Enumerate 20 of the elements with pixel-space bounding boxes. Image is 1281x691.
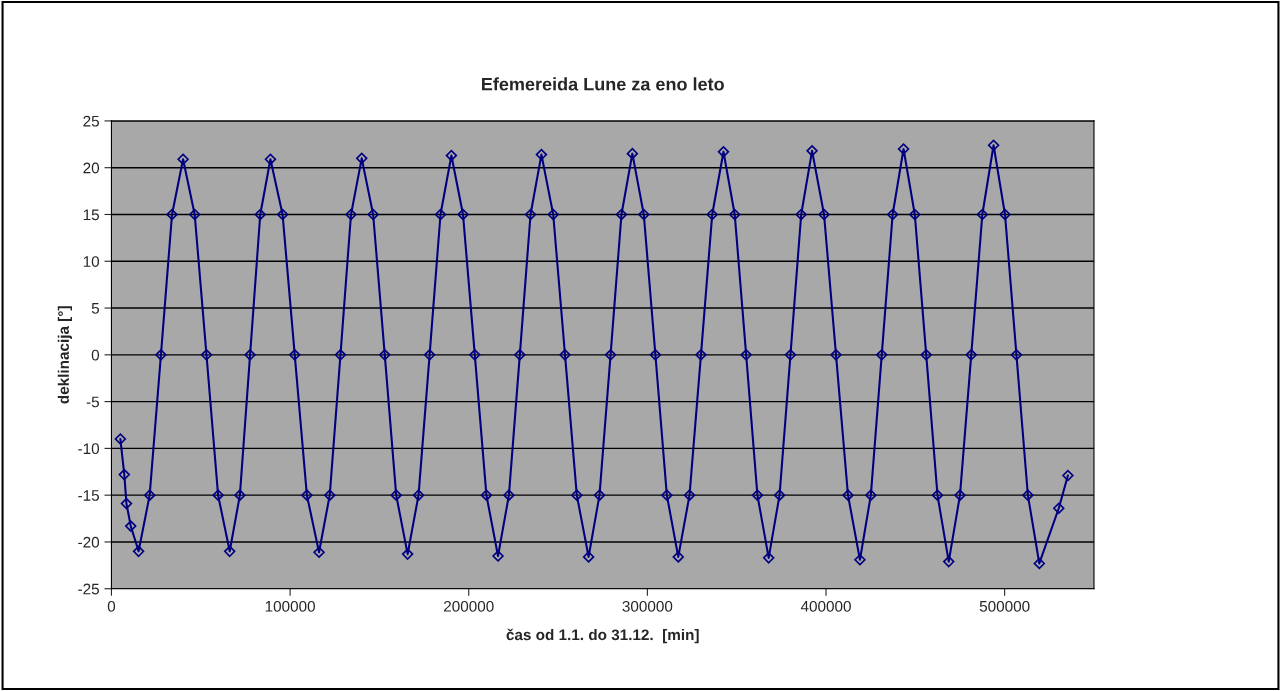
x-axis-title: čas od 1.1. do 31.12. [min] — [506, 628, 699, 644]
y-tick-label: 10 — [83, 256, 100, 267]
y-tick-label: -5 — [86, 396, 99, 408]
y-tick-label: -20 — [78, 536, 100, 548]
y-tick-label: 5 — [91, 303, 99, 314]
x-tick-label: 500000 — [979, 600, 1030, 612]
y-tick-label: -10 — [78, 443, 100, 455]
x-tick-label: 400000 — [800, 600, 851, 612]
x-tick-label: 0 — [107, 600, 116, 612]
y-tick-label: -25 — [78, 583, 99, 595]
x-tick-label: 200000 — [444, 600, 494, 612]
y-axis-title: deklinacija [°] — [57, 306, 73, 404]
x-tick-label: 300000 — [622, 600, 673, 612]
chart-title: Efemereida Lune za eno leto — [482, 77, 724, 91]
y-tick-label: 15 — [83, 209, 99, 221]
x-tick-label: 100000 — [265, 600, 315, 612]
y-tick-label: 25 — [83, 115, 99, 127]
y-tick-label: 20 — [83, 162, 100, 174]
y-tick-label: -15 — [78, 490, 99, 501]
y-tick-label: 0 — [91, 349, 100, 361]
